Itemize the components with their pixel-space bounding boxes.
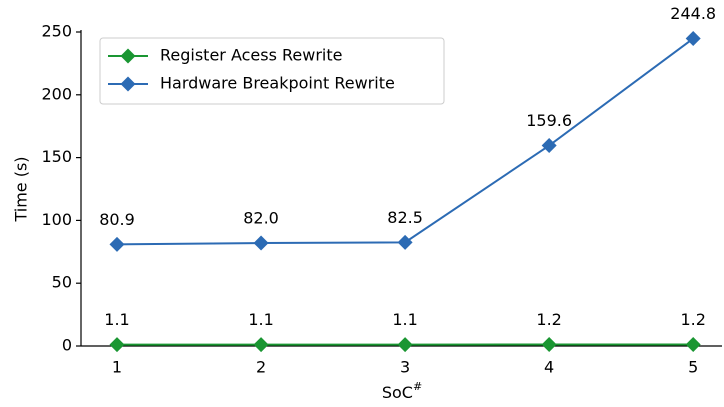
point-marker [109,337,125,353]
legend-label: Register Acess Rewrite [160,46,343,65]
legend: Register Acess Rewrite Hardware Breakpoin… [99,37,445,105]
data-label: 1.1 [104,310,129,329]
legend-box [99,37,445,105]
data-label: 1.1 [248,310,273,329]
legend-marker [120,48,136,64]
x-tick-label: 5 [688,358,698,377]
point-marker [685,336,701,352]
y-tick-label: 100 [41,210,72,229]
point-marker [253,337,269,353]
data-label: 82.5 [387,208,423,227]
data-label: 1.2 [536,310,561,329]
point-marker [541,138,557,154]
x-tick-label: 1 [112,358,122,377]
data-label: 1.2 [680,310,705,329]
x-axis-label-superscript: # [413,380,422,393]
point-marker [397,337,413,353]
point-marker [397,234,413,250]
y-tick-label: 50 [52,273,72,292]
data-label: 1.1 [392,310,417,329]
y-tick-label: 200 [41,84,72,103]
legend-marker [120,76,136,92]
x-tick-label: 4 [544,358,554,377]
point-marker [685,31,701,47]
x-tick-label: 3 [400,358,410,377]
y-tick-label: 0 [62,336,72,355]
y-tick-label: 150 [41,147,72,166]
legend-label: Hardware Breakpoint Rewrite [160,74,395,93]
data-label: 82.0 [243,209,279,228]
y-tick-label: 250 [41,22,72,41]
point-marker [253,235,269,251]
y-axis-label: Time (s) [12,156,31,222]
point-marker [541,336,557,352]
data-label: 244.8 [670,4,716,23]
data-label: 159.6 [526,111,572,130]
x-tick-label: 2 [256,358,266,377]
data-label: 80.9 [99,210,135,229]
x-axis-label-text: SoC [382,383,413,402]
x-axis-label: SoC# [382,380,422,402]
point-marker [109,236,125,252]
